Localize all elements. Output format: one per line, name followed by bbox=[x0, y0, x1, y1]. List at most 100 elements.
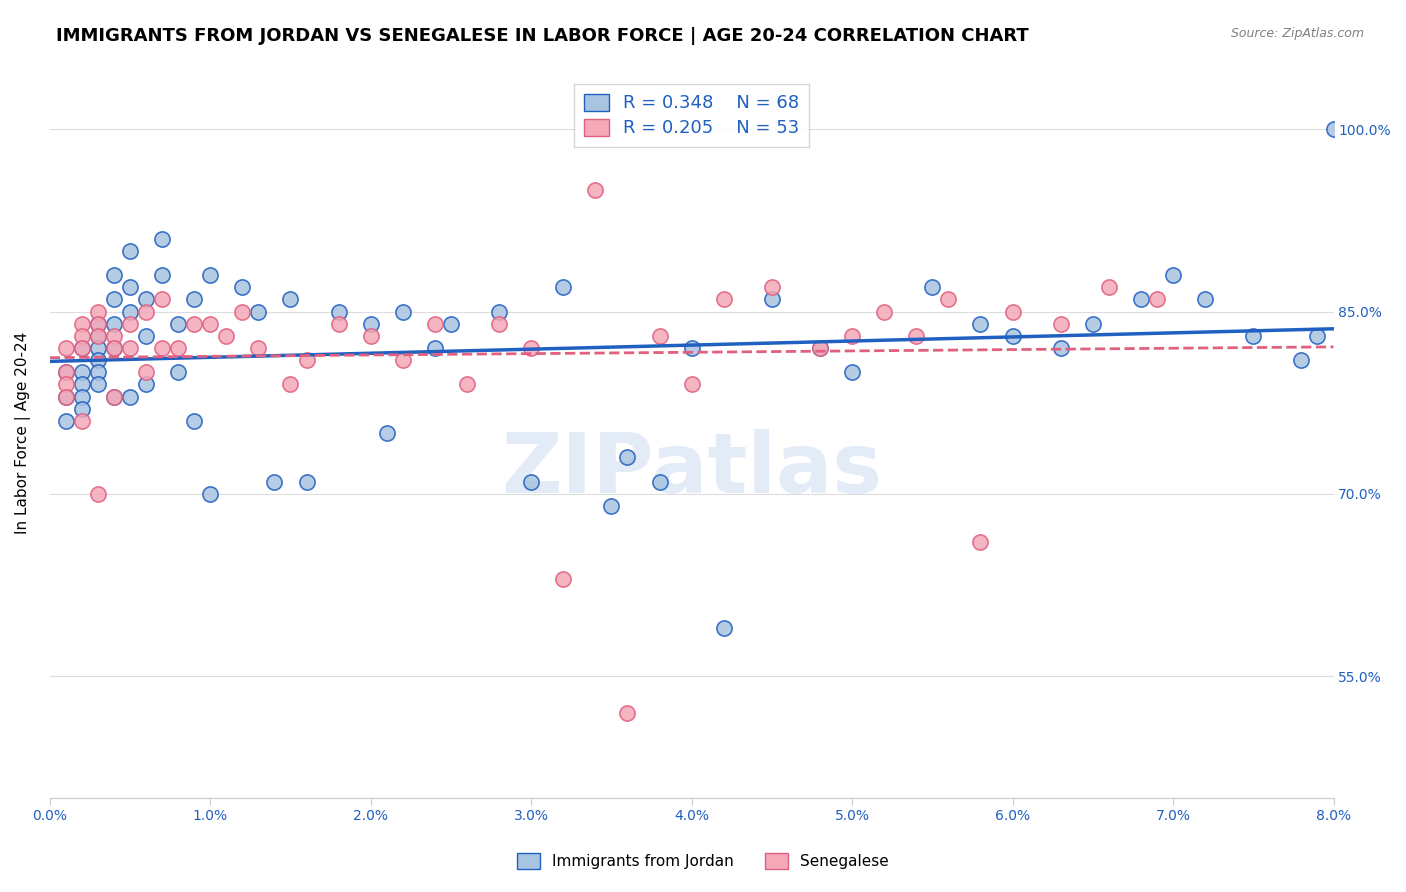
Point bbox=[1306, 329, 1329, 343]
Point bbox=[103, 329, 125, 343]
Point bbox=[103, 390, 125, 404]
Point bbox=[167, 365, 190, 379]
Point bbox=[328, 317, 350, 331]
Point bbox=[375, 426, 398, 441]
Point bbox=[150, 232, 173, 246]
Point bbox=[55, 365, 77, 379]
Point bbox=[150, 268, 173, 282]
Point bbox=[231, 304, 253, 318]
Point bbox=[1001, 329, 1024, 343]
Point bbox=[1001, 304, 1024, 318]
Point bbox=[247, 304, 270, 318]
Point bbox=[55, 414, 77, 428]
Point bbox=[135, 304, 157, 318]
Point bbox=[969, 317, 991, 331]
Point bbox=[600, 499, 623, 513]
Point bbox=[118, 341, 141, 355]
Point bbox=[616, 450, 638, 465]
Point bbox=[87, 317, 110, 331]
Point bbox=[118, 317, 141, 331]
Point bbox=[520, 341, 543, 355]
Point bbox=[70, 341, 93, 355]
Point bbox=[938, 293, 960, 307]
Point bbox=[761, 293, 783, 307]
Point bbox=[70, 390, 93, 404]
Point bbox=[280, 293, 302, 307]
Point bbox=[135, 329, 157, 343]
Point bbox=[103, 341, 125, 355]
Point bbox=[295, 353, 318, 368]
Point bbox=[1161, 268, 1184, 282]
Point bbox=[87, 304, 110, 318]
Point bbox=[150, 293, 173, 307]
Point bbox=[70, 341, 93, 355]
Point bbox=[761, 280, 783, 294]
Point bbox=[167, 317, 190, 331]
Point bbox=[70, 377, 93, 392]
Point bbox=[55, 390, 77, 404]
Point bbox=[87, 365, 110, 379]
Point bbox=[70, 317, 93, 331]
Point bbox=[103, 268, 125, 282]
Point bbox=[1049, 317, 1071, 331]
Legend: Immigrants from Jordan, Senegalese: Immigrants from Jordan, Senegalese bbox=[512, 847, 894, 875]
Y-axis label: In Labor Force | Age 20-24: In Labor Force | Age 20-24 bbox=[15, 332, 31, 534]
Point bbox=[87, 487, 110, 501]
Point bbox=[118, 280, 141, 294]
Point bbox=[87, 377, 110, 392]
Point bbox=[969, 535, 991, 549]
Point bbox=[103, 317, 125, 331]
Point bbox=[1049, 341, 1071, 355]
Text: IMMIGRANTS FROM JORDAN VS SENEGALESE IN LABOR FORCE | AGE 20-24 CORRELATION CHAR: IMMIGRANTS FROM JORDAN VS SENEGALESE IN … bbox=[56, 27, 1029, 45]
Point bbox=[616, 706, 638, 720]
Point bbox=[135, 377, 157, 392]
Point bbox=[118, 244, 141, 258]
Point bbox=[295, 475, 318, 489]
Point bbox=[488, 304, 510, 318]
Point bbox=[70, 329, 93, 343]
Point bbox=[553, 280, 575, 294]
Point bbox=[103, 390, 125, 404]
Point bbox=[70, 401, 93, 416]
Point bbox=[681, 341, 703, 355]
Point bbox=[1322, 122, 1344, 136]
Point bbox=[87, 317, 110, 331]
Point bbox=[1081, 317, 1104, 331]
Point bbox=[423, 341, 446, 355]
Point bbox=[808, 341, 831, 355]
Point bbox=[87, 329, 110, 343]
Point bbox=[1194, 293, 1216, 307]
Point bbox=[55, 377, 77, 392]
Point bbox=[808, 341, 831, 355]
Point bbox=[1146, 293, 1168, 307]
Point bbox=[583, 183, 606, 197]
Point bbox=[841, 329, 863, 343]
Point bbox=[215, 329, 238, 343]
Point bbox=[70, 414, 93, 428]
Point bbox=[873, 304, 896, 318]
Point bbox=[118, 304, 141, 318]
Point bbox=[55, 390, 77, 404]
Point bbox=[55, 341, 77, 355]
Text: Source: ZipAtlas.com: Source: ZipAtlas.com bbox=[1230, 27, 1364, 40]
Point bbox=[360, 317, 382, 331]
Point bbox=[456, 377, 478, 392]
Point bbox=[391, 353, 413, 368]
Point bbox=[648, 475, 671, 489]
Point bbox=[87, 341, 110, 355]
Point bbox=[200, 268, 222, 282]
Point bbox=[648, 329, 671, 343]
Point bbox=[87, 353, 110, 368]
Point bbox=[713, 621, 735, 635]
Point bbox=[167, 341, 190, 355]
Point bbox=[55, 365, 77, 379]
Point bbox=[231, 280, 253, 294]
Point bbox=[150, 341, 173, 355]
Point bbox=[921, 280, 943, 294]
Point bbox=[200, 317, 222, 331]
Point bbox=[713, 293, 735, 307]
Point bbox=[440, 317, 463, 331]
Point bbox=[1098, 280, 1121, 294]
Point bbox=[841, 365, 863, 379]
Point bbox=[87, 329, 110, 343]
